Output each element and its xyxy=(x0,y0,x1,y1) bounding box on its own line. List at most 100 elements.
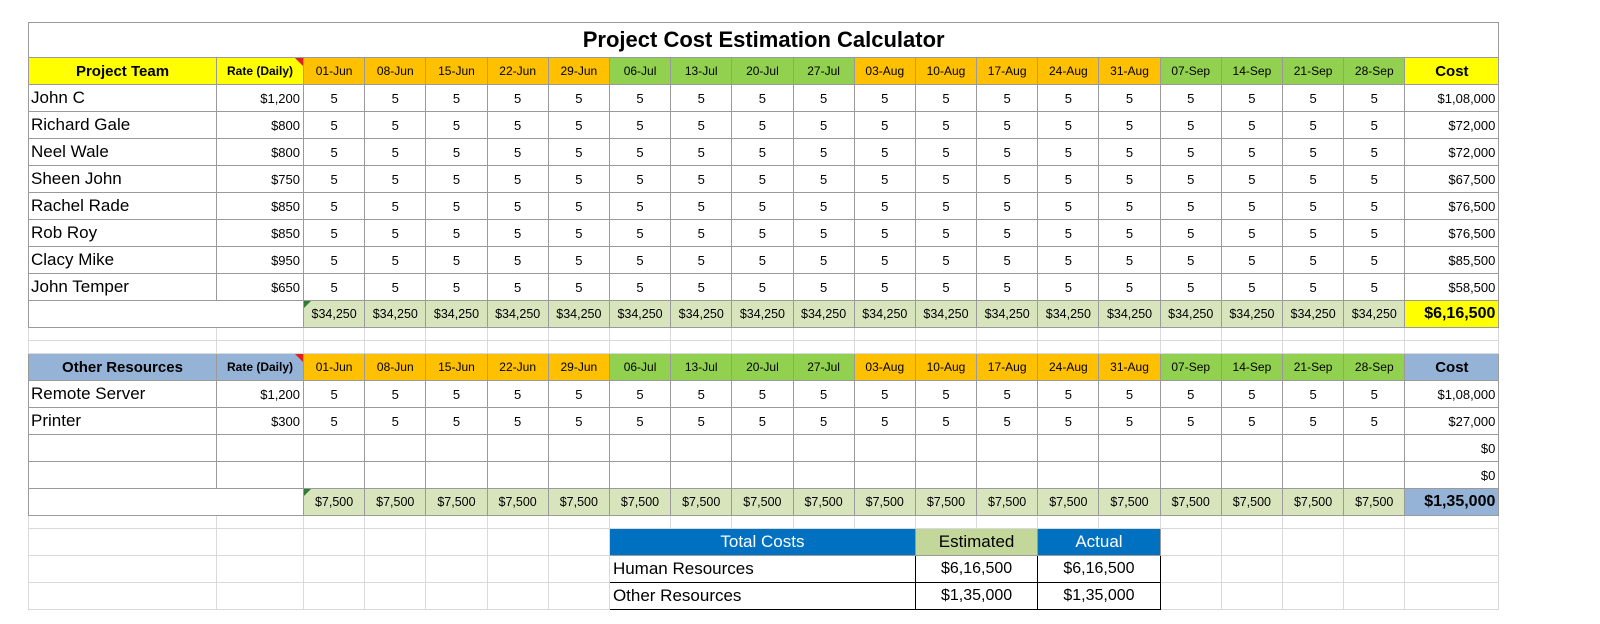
days-cell[interactable]: 5 xyxy=(1281,84,1345,112)
days-cell[interactable]: 5 xyxy=(302,246,366,274)
days-cell[interactable]: 5 xyxy=(792,84,855,112)
days-cell[interactable]: 5 xyxy=(976,273,1039,301)
days-cell[interactable]: 5 xyxy=(670,246,733,274)
days-cell[interactable]: 5 xyxy=(731,138,794,166)
days-cell[interactable]: 5 xyxy=(1220,246,1284,274)
days-cell[interactable]: 5 xyxy=(302,407,366,435)
days-cell[interactable]: 5 xyxy=(914,380,978,408)
team-name-cell[interactable]: Rachel Rade xyxy=(28,192,217,220)
days-cell[interactable]: 5 xyxy=(914,246,978,274)
days-cell[interactable]: 5 xyxy=(1159,407,1222,435)
days-cell[interactable] xyxy=(608,461,672,489)
days-cell[interactable] xyxy=(1159,434,1222,462)
resources-name-cell[interactable] xyxy=(28,461,217,489)
days-cell[interactable]: 5 xyxy=(914,165,978,193)
days-cell[interactable]: 5 xyxy=(1098,138,1161,166)
days-cell[interactable]: 5 xyxy=(1159,380,1222,408)
days-cell[interactable]: 5 xyxy=(608,84,672,112)
days-cell[interactable]: 5 xyxy=(1343,246,1406,274)
days-cell[interactable]: 5 xyxy=(792,380,855,408)
days-cell[interactable]: 5 xyxy=(792,192,855,220)
days-cell[interactable]: 5 xyxy=(731,407,794,435)
days-cell[interactable]: 5 xyxy=(425,380,488,408)
days-cell[interactable]: 5 xyxy=(1343,192,1406,220)
days-cell[interactable]: 5 xyxy=(302,219,366,247)
days-cell[interactable]: 5 xyxy=(1343,111,1406,139)
team-rate-cell[interactable]: $800 xyxy=(216,111,304,139)
days-cell[interactable]: 5 xyxy=(547,246,610,274)
days-cell[interactable]: 5 xyxy=(792,111,855,139)
days-cell[interactable] xyxy=(486,434,549,462)
days-cell[interactable]: 5 xyxy=(302,273,366,301)
days-cell[interactable]: 5 xyxy=(547,138,610,166)
days-cell[interactable]: 5 xyxy=(547,165,610,193)
days-cell[interactable]: 5 xyxy=(792,138,855,166)
days-cell[interactable]: 5 xyxy=(1220,407,1284,435)
team-name-cell[interactable]: Neel Wale xyxy=(28,138,217,166)
days-cell[interactable]: 5 xyxy=(1343,165,1406,193)
days-cell[interactable]: 5 xyxy=(547,407,610,435)
days-cell[interactable] xyxy=(792,434,855,462)
days-cell[interactable]: 5 xyxy=(1037,111,1100,139)
days-cell[interactable]: 5 xyxy=(1159,273,1222,301)
days-cell[interactable]: 5 xyxy=(1159,84,1222,112)
days-cell[interactable] xyxy=(425,461,488,489)
days-cell[interactable]: 5 xyxy=(302,165,366,193)
days-cell[interactable]: 5 xyxy=(914,273,978,301)
days-cell[interactable] xyxy=(364,461,427,489)
days-cell[interactable]: 5 xyxy=(976,84,1039,112)
days-cell[interactable]: 5 xyxy=(731,273,794,301)
days-cell[interactable]: 5 xyxy=(1098,407,1161,435)
formula-warning-icon[interactable] xyxy=(304,489,311,496)
team-rate-cell[interactable]: $750 xyxy=(216,165,304,193)
days-cell[interactable]: 5 xyxy=(914,111,978,139)
days-cell[interactable]: 5 xyxy=(1220,192,1284,220)
days-cell[interactable]: 5 xyxy=(1159,138,1222,166)
days-cell[interactable] xyxy=(976,461,1039,489)
days-cell[interactable] xyxy=(1220,461,1284,489)
days-cell[interactable]: 5 xyxy=(364,273,427,301)
days-cell[interactable]: 5 xyxy=(853,380,916,408)
days-cell[interactable]: 5 xyxy=(1159,192,1222,220)
days-cell[interactable] xyxy=(547,434,610,462)
resources-rate-cell[interactable]: $1,200 xyxy=(216,380,304,408)
days-cell[interactable]: 5 xyxy=(486,407,549,435)
team-name-cell[interactable]: John C xyxy=(28,84,217,112)
days-cell[interactable] xyxy=(1037,461,1100,489)
days-cell[interactable]: 5 xyxy=(547,84,610,112)
team-rate-cell[interactable]: $650 xyxy=(216,273,304,301)
days-cell[interactable]: 5 xyxy=(486,246,549,274)
days-cell[interactable]: 5 xyxy=(1281,219,1345,247)
days-cell[interactable]: 5 xyxy=(364,165,427,193)
days-cell[interactable]: 5 xyxy=(425,407,488,435)
days-cell[interactable]: 5 xyxy=(364,380,427,408)
days-cell[interactable]: 5 xyxy=(302,111,366,139)
team-name-cell[interactable]: Rob Roy xyxy=(28,219,217,247)
days-cell[interactable] xyxy=(1281,461,1345,489)
days-cell[interactable]: 5 xyxy=(1037,246,1100,274)
days-cell[interactable]: 5 xyxy=(1098,219,1161,247)
days-cell[interactable]: 5 xyxy=(976,219,1039,247)
comment-indicator-icon[interactable] xyxy=(295,354,303,362)
days-cell[interactable]: 5 xyxy=(1281,111,1345,139)
days-cell[interactable] xyxy=(608,434,672,462)
days-cell[interactable]: 5 xyxy=(608,192,672,220)
days-cell[interactable] xyxy=(670,434,733,462)
days-cell[interactable] xyxy=(1343,461,1406,489)
days-cell[interactable]: 5 xyxy=(976,165,1039,193)
days-cell[interactable]: 5 xyxy=(976,246,1039,274)
days-cell[interactable]: 5 xyxy=(608,380,672,408)
days-cell[interactable]: 5 xyxy=(853,84,916,112)
days-cell[interactable]: 5 xyxy=(853,219,916,247)
team-name-cell[interactable]: Richard Gale xyxy=(28,111,217,139)
days-cell[interactable]: 5 xyxy=(1037,407,1100,435)
days-cell[interactable]: 5 xyxy=(670,165,733,193)
days-cell[interactable]: 5 xyxy=(364,407,427,435)
days-cell[interactable]: 5 xyxy=(853,138,916,166)
days-cell[interactable]: 5 xyxy=(1281,165,1345,193)
days-cell[interactable]: 5 xyxy=(853,407,916,435)
days-cell[interactable]: 5 xyxy=(486,219,549,247)
days-cell[interactable] xyxy=(1159,461,1222,489)
days-cell[interactable]: 5 xyxy=(1037,192,1100,220)
days-cell[interactable]: 5 xyxy=(547,192,610,220)
